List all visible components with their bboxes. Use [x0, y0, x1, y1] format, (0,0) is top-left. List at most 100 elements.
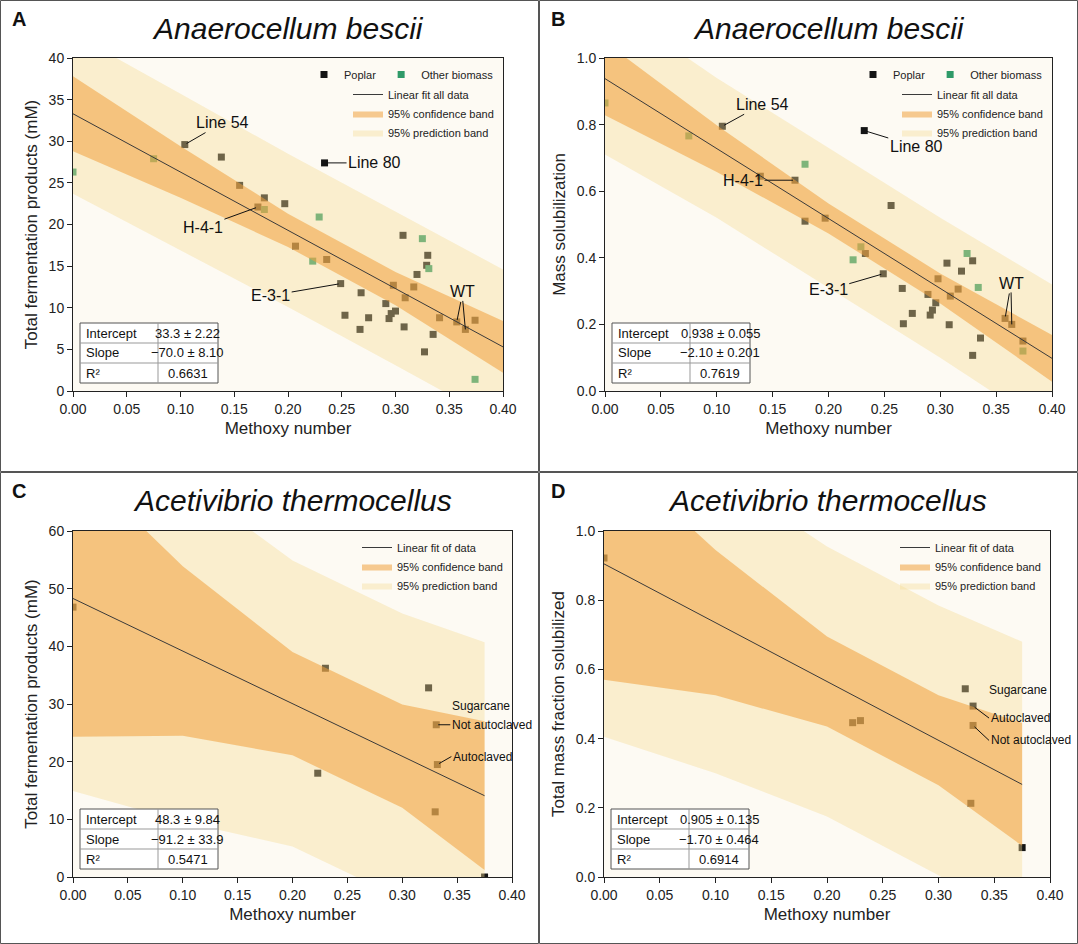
svg-text:0.6: 0.6 — [576, 661, 596, 677]
svg-text:Sugarcane: Sugarcane — [989, 683, 1047, 697]
svg-text:0.25: 0.25 — [328, 401, 355, 417]
svg-text:0.8: 0.8 — [577, 117, 597, 133]
svg-text:1.0: 1.0 — [576, 523, 596, 539]
svg-text:95% prediction band: 95% prediction band — [937, 127, 1037, 139]
svg-text:0.00: 0.00 — [59, 887, 86, 903]
svg-text:0.10: 0.10 — [167, 401, 194, 417]
svg-text:0.05: 0.05 — [114, 887, 141, 903]
svg-text:0.40: 0.40 — [489, 401, 516, 417]
svg-text:0.25: 0.25 — [871, 401, 898, 417]
svg-text:95% confidence band: 95% confidence band — [935, 561, 1041, 573]
svg-text:H-4-1: H-4-1 — [723, 172, 763, 189]
svg-text:0.6: 0.6 — [577, 183, 597, 199]
svg-text:0.05: 0.05 — [113, 401, 140, 417]
svg-text:−2.10 ± 0.201: −2.10 ± 0.201 — [680, 345, 760, 360]
svg-text:−1.70 ± 0.464: −1.70 ± 0.464 — [679, 832, 759, 847]
svg-text:0.905 ± 0.135: 0.905 ± 0.135 — [680, 812, 759, 827]
svg-text:0.10: 0.10 — [702, 887, 729, 903]
svg-text:Anaerocellum bescii: Anaerocellum bescii — [693, 12, 965, 45]
svg-text:30: 30 — [49, 133, 65, 149]
svg-text:1.0: 1.0 — [577, 50, 597, 66]
svg-text:Intercept: Intercept — [86, 326, 137, 341]
svg-text:Not autoclaved: Not autoclaved — [452, 718, 532, 732]
svg-text:Other biomass: Other biomass — [421, 69, 493, 81]
svg-text:60: 60 — [49, 523, 65, 539]
svg-text:Methoxy number: Methoxy number — [225, 419, 352, 438]
svg-text:0.05: 0.05 — [647, 401, 674, 417]
svg-text:Anaerocellum bescii: Anaerocellum bescii — [152, 12, 424, 45]
svg-text:35: 35 — [49, 92, 65, 108]
svg-text:95% prediction band: 95% prediction band — [388, 127, 488, 139]
svg-text:Slope: Slope — [86, 832, 119, 847]
svg-text:Line 54: Line 54 — [736, 96, 789, 113]
svg-text:48.3 ± 9.84: 48.3 ± 9.84 — [155, 812, 220, 827]
svg-text:R²: R² — [86, 366, 100, 381]
svg-text:0.6914: 0.6914 — [699, 852, 739, 867]
svg-text:Poplar: Poplar — [344, 69, 376, 81]
svg-text:0.20: 0.20 — [813, 887, 840, 903]
svg-text:Not autoclaved: Not autoclaved — [991, 733, 1071, 747]
svg-text:0.35: 0.35 — [444, 887, 471, 903]
svg-text:Sugarcane: Sugarcane — [452, 699, 510, 713]
svg-text:0.30: 0.30 — [927, 401, 954, 417]
svg-text:B: B — [551, 8, 565, 30]
svg-text:R²: R² — [617, 852, 631, 867]
svg-text:Total fermentation products (m: Total fermentation products (mM) — [22, 579, 41, 828]
svg-text:R²: R² — [618, 366, 632, 381]
svg-text:0.00: 0.00 — [591, 401, 618, 417]
svg-text:Linear fit of data: Linear fit of data — [397, 542, 477, 554]
svg-text:0.40: 0.40 — [1036, 887, 1063, 903]
svg-text:Slope: Slope — [617, 832, 650, 847]
svg-text:Acetivibrio thermocellus: Acetivibrio thermocellus — [133, 484, 452, 517]
svg-text:0.2: 0.2 — [577, 316, 597, 332]
svg-text:Line 54: Line 54 — [196, 114, 249, 131]
svg-text:C: C — [12, 480, 26, 502]
svg-text:0.05: 0.05 — [646, 887, 673, 903]
svg-text:Methoxy number: Methoxy number — [229, 905, 356, 924]
svg-text:Autoclaved: Autoclaved — [991, 711, 1050, 725]
svg-text:WT: WT — [999, 275, 1024, 292]
svg-text:0.30: 0.30 — [925, 887, 952, 903]
svg-text:E-3-1: E-3-1 — [251, 287, 290, 304]
svg-text:Linear fit all data: Linear fit all data — [937, 89, 1019, 101]
svg-text:0.15: 0.15 — [221, 401, 248, 417]
svg-text:95% confidence band: 95% confidence band — [937, 108, 1043, 120]
svg-text:0.15: 0.15 — [759, 401, 786, 417]
svg-text:0.15: 0.15 — [758, 887, 785, 903]
svg-text:0.00: 0.00 — [59, 401, 86, 417]
svg-text:0.25: 0.25 — [334, 887, 361, 903]
svg-text:Poplar: Poplar — [893, 69, 925, 81]
svg-text:Linear fit of data: Linear fit of data — [935, 542, 1015, 554]
svg-text:0.30: 0.30 — [389, 887, 416, 903]
svg-text:0.40: 0.40 — [498, 887, 525, 903]
svg-text:20: 20 — [49, 216, 65, 232]
svg-text:Total fermentation products (m: Total fermentation products (mM) — [22, 100, 41, 349]
svg-text:Intercept: Intercept — [86, 812, 137, 827]
svg-text:30: 30 — [49, 696, 65, 712]
svg-text:Slope: Slope — [86, 345, 119, 360]
svg-text:40: 40 — [49, 638, 65, 654]
svg-text:Line 80: Line 80 — [348, 154, 401, 171]
svg-text:33.3 ± 2.22: 33.3 ± 2.22 — [155, 326, 220, 341]
svg-text:0.6631: 0.6631 — [168, 366, 208, 381]
svg-text:Intercept: Intercept — [618, 326, 669, 341]
svg-text:0.20: 0.20 — [274, 401, 301, 417]
svg-text:Line 80: Line 80 — [890, 138, 943, 155]
svg-text:Linear fit all data: Linear fit all data — [388, 89, 470, 101]
svg-text:WT: WT — [450, 283, 475, 300]
svg-text:A: A — [12, 8, 26, 30]
svg-text:0.10: 0.10 — [703, 401, 730, 417]
svg-text:Total mass fraction solubilize: Total mass fraction solubilized — [549, 591, 568, 817]
svg-text:95% confidence band: 95% confidence band — [397, 561, 503, 573]
svg-text:0.20: 0.20 — [279, 887, 306, 903]
svg-text:Methoxy number: Methoxy number — [765, 419, 892, 438]
svg-text:0.10: 0.10 — [169, 887, 196, 903]
svg-text:10: 10 — [49, 811, 65, 827]
svg-text:0.30: 0.30 — [382, 401, 409, 417]
svg-text:0.4: 0.4 — [577, 250, 597, 266]
svg-text:−70.0 ± 8.10: −70.0 ± 8.10 — [151, 345, 224, 360]
svg-text:0.2: 0.2 — [576, 800, 596, 816]
svg-text:0.35: 0.35 — [983, 401, 1010, 417]
svg-text:0.20: 0.20 — [815, 401, 842, 417]
svg-text:0: 0 — [56, 869, 64, 885]
